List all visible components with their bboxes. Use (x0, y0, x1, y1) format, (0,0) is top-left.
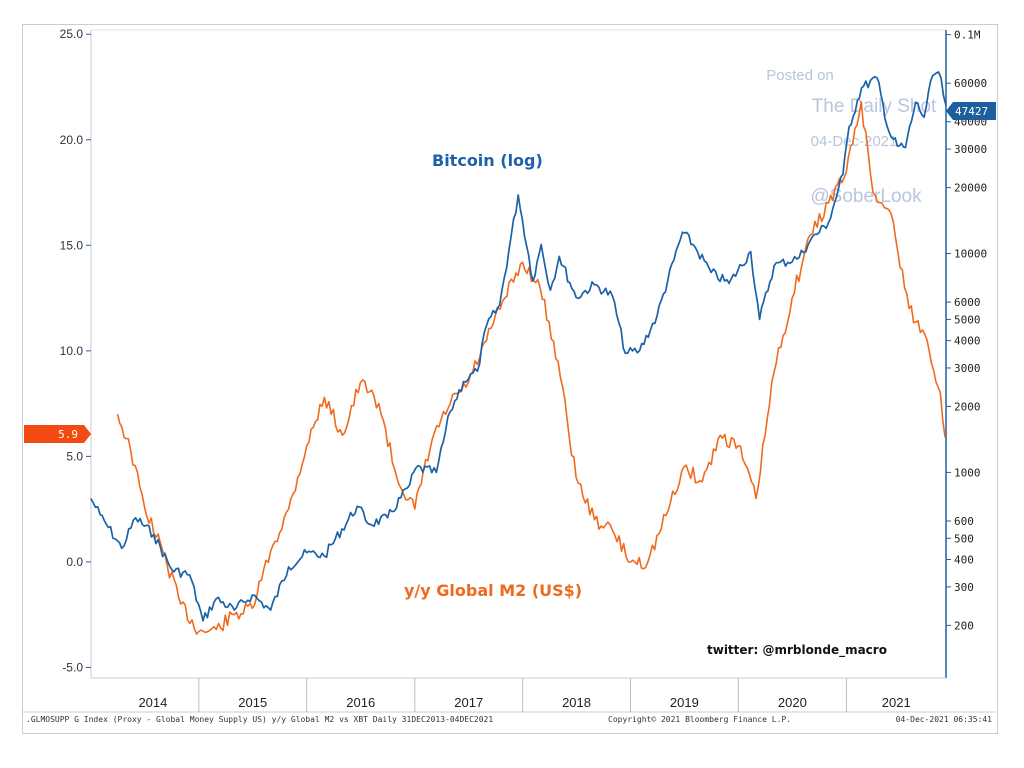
watermark-line4: @SoberLook (810, 186, 922, 207)
right-tick-label: 5000 (954, 313, 981, 326)
footer-copyright: Copyright© 2021 Bloomberg Finance L.P. (608, 715, 791, 724)
left-tick-label: 5.0 (66, 449, 83, 463)
right-tick-label: 600 (954, 515, 974, 528)
right-axis-ticks: 0.1M600004000030000200001000060005000400… (946, 29, 987, 632)
footer-source: .GLMOSUPP G Index (Proxy - Global Money … (26, 715, 493, 724)
watermark: Posted on The Daily Shot 04-Dec-2021 @So… (766, 67, 937, 207)
left-tick-label: 10.0 (60, 344, 84, 358)
right-tick-label: 400 (954, 554, 974, 567)
year-label: 2014 (138, 695, 167, 710)
series-line-bitcoin (89, 71, 947, 622)
watermark-line3: 04-Dec-2021 (811, 133, 898, 150)
right-tick-label: 4000 (954, 335, 981, 348)
left-axis-ticks: 25.0 20.0 15.0 10.0 5.0 0.0 -5.0 (60, 27, 91, 674)
left-tick-label: 15.0 (60, 238, 84, 252)
bitcoin-series-label: Bitcoin (log) (432, 151, 543, 170)
year-label: 2021 (882, 695, 911, 710)
left-last-value-text: 5.9 (58, 428, 78, 441)
left-last-value-badge-shape (24, 425, 91, 443)
right-tick-label: 10000 (954, 248, 987, 261)
left-tick-label: -5.0 (62, 660, 83, 674)
right-last-value-badge: 47427 (946, 102, 996, 120)
right-last-value-text: 47427 (955, 105, 988, 118)
year-label: 2019 (670, 695, 699, 710)
left-last-value-badge: 5.9 (24, 425, 91, 443)
footer-timestamp: 04-Dec-2021 06:35:41 (896, 715, 993, 724)
right-tick-label: 2000 (954, 401, 981, 414)
right-tick-label: 30000 (954, 143, 987, 156)
year-label: 2015 (238, 695, 267, 710)
right-last-value-badge-shape (946, 102, 996, 120)
right-tick-label: 3000 (954, 362, 981, 375)
credit-label: twitter: @mrblonde_macro (707, 643, 887, 658)
right-tick-label: 20000 (954, 182, 987, 195)
global-m2-series-label: y/y Global M2 (US$) (404, 581, 582, 600)
year-label: 2018 (562, 695, 591, 710)
right-tick-label: 6000 (954, 296, 981, 309)
right-tick-label: 0.1M (954, 29, 981, 42)
left-tick-label: 25.0 (60, 27, 84, 41)
right-tick-label: 200 (954, 619, 974, 632)
year-label: 2017 (454, 695, 483, 710)
chart-frame (22, 24, 998, 734)
left-tick-label: 0.0 (66, 555, 83, 569)
right-tick-label: 60000 (954, 77, 987, 90)
year-label: 2020 (778, 695, 807, 710)
watermark-line1: Posted on (766, 67, 834, 84)
x-axis: 2014 2015 2016 2017 2018 2019 2020 2021 (138, 678, 911, 712)
watermark-line2: The Daily Shot (812, 96, 937, 117)
right-tick-label: 500 (954, 532, 974, 545)
right-tick-label: 1000 (954, 466, 981, 479)
year-label: 2016 (346, 695, 375, 710)
series-line-global-m2 (116, 101, 946, 635)
left-tick-label: 20.0 (60, 133, 84, 147)
right-tick-label: 300 (954, 581, 974, 594)
